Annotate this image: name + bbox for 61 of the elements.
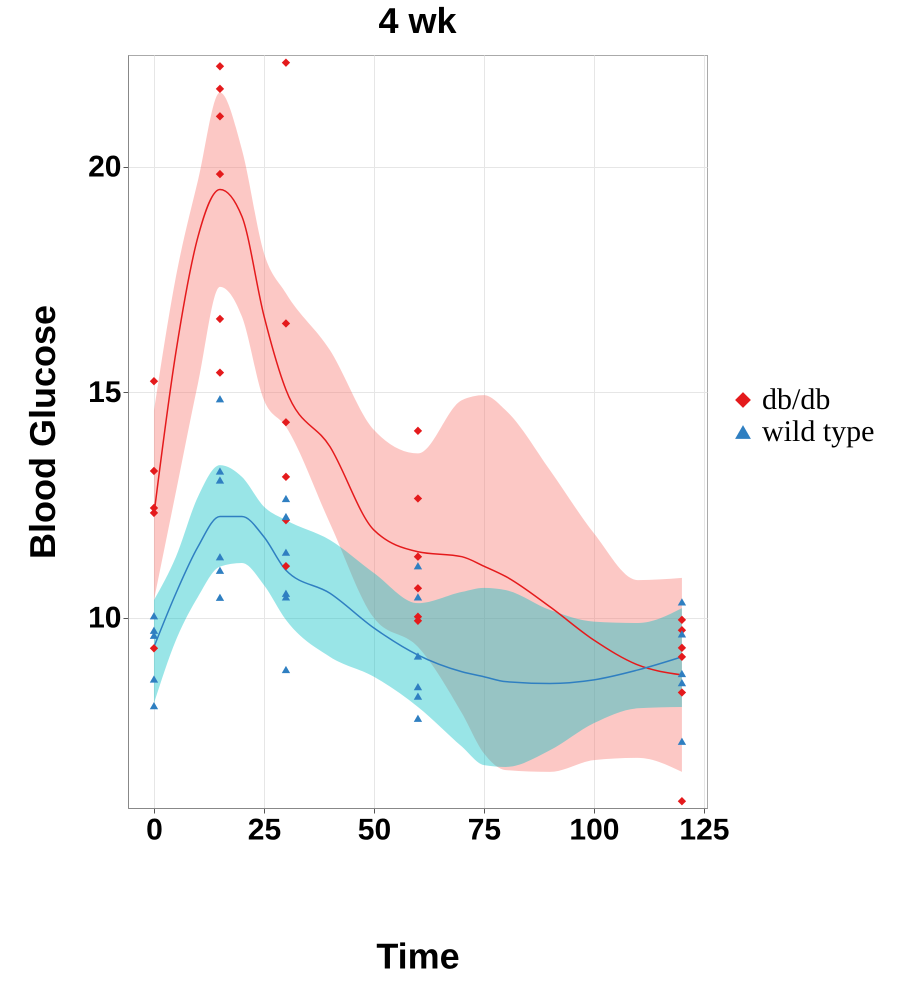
point xyxy=(216,467,224,475)
point xyxy=(282,58,290,67)
point xyxy=(678,797,686,806)
point xyxy=(282,666,290,674)
point xyxy=(414,652,422,660)
point xyxy=(678,652,686,662)
point xyxy=(216,476,224,484)
point xyxy=(678,670,686,678)
point xyxy=(414,692,422,700)
point xyxy=(216,594,224,601)
point xyxy=(216,62,224,70)
point xyxy=(282,512,290,520)
point xyxy=(216,566,224,574)
y-tick-label: 20 xyxy=(88,150,122,184)
point xyxy=(150,377,158,386)
y-tick-label: 15 xyxy=(88,376,122,409)
point xyxy=(216,112,224,121)
point xyxy=(282,562,290,570)
point xyxy=(678,678,686,686)
point xyxy=(678,644,686,652)
x-tick-label: 125 xyxy=(679,814,730,846)
point xyxy=(150,702,158,710)
point xyxy=(414,552,422,561)
point xyxy=(216,314,224,324)
x-tick-label: 75 xyxy=(468,814,502,846)
point xyxy=(282,418,290,426)
point xyxy=(678,598,686,606)
point xyxy=(678,688,686,697)
chart-title: 4 wk xyxy=(378,0,458,41)
y-tick-label: 10 xyxy=(88,602,122,635)
point xyxy=(216,84,224,94)
legend-label: db/db xyxy=(762,383,830,416)
point xyxy=(150,644,158,652)
point xyxy=(414,584,422,592)
point xyxy=(216,368,224,377)
x-tick-label: 0 xyxy=(146,814,163,846)
point xyxy=(414,714,422,722)
point xyxy=(216,170,224,178)
point xyxy=(282,472,290,482)
point xyxy=(414,494,422,503)
point xyxy=(216,553,224,560)
point xyxy=(678,738,686,745)
point xyxy=(216,395,224,402)
point xyxy=(282,548,290,556)
y-axis-title: Blood Glucose xyxy=(22,304,64,560)
legend-label: wild type xyxy=(762,415,874,448)
point xyxy=(150,612,158,620)
point xyxy=(414,426,422,436)
point xyxy=(282,319,290,328)
point xyxy=(150,675,158,683)
x-tick-label: 100 xyxy=(569,814,620,846)
x-axis-title: Time xyxy=(376,936,460,976)
point xyxy=(678,630,686,638)
point xyxy=(414,593,422,600)
point xyxy=(282,494,290,502)
point xyxy=(150,466,158,476)
point xyxy=(678,616,686,624)
point xyxy=(414,683,422,690)
x-tick-label: 50 xyxy=(358,814,392,846)
x-tick-label: 25 xyxy=(248,814,282,846)
point xyxy=(414,562,422,570)
